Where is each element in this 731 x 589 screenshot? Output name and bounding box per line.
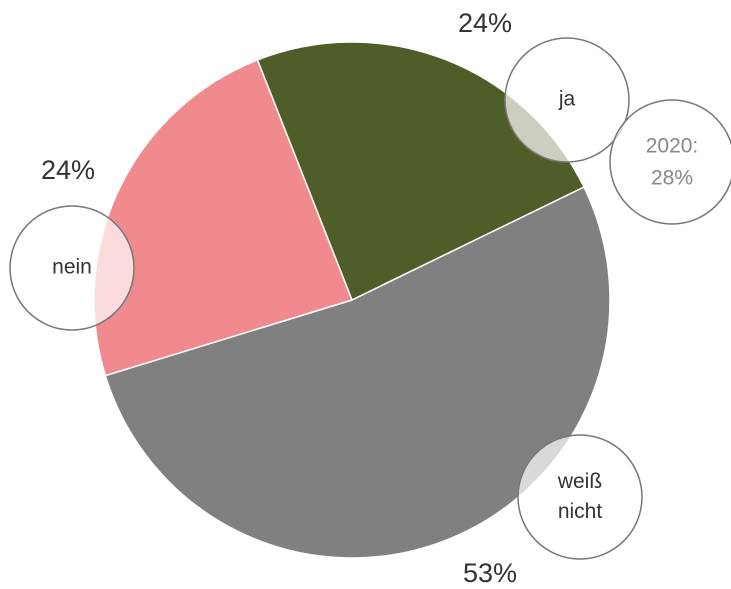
category-label: weiß nicht: [557, 470, 603, 523]
label-bubble: [517, 434, 643, 560]
pie-slice: [93, 58, 353, 377]
annotation: 28%: [651, 167, 693, 190]
annotation: 2020:: [646, 135, 699, 158]
label-bubble: [504, 37, 630, 163]
category-label: ja: [558, 88, 576, 111]
category-label: nein: [52, 256, 92, 279]
value-label: 53%: [463, 558, 517, 588]
value-label: 24%: [41, 155, 95, 185]
label-bubble: [9, 205, 135, 331]
value-label: 24%: [458, 8, 512, 38]
annotation-bubble: [609, 99, 731, 225]
pie-slice: [104, 186, 611, 559]
